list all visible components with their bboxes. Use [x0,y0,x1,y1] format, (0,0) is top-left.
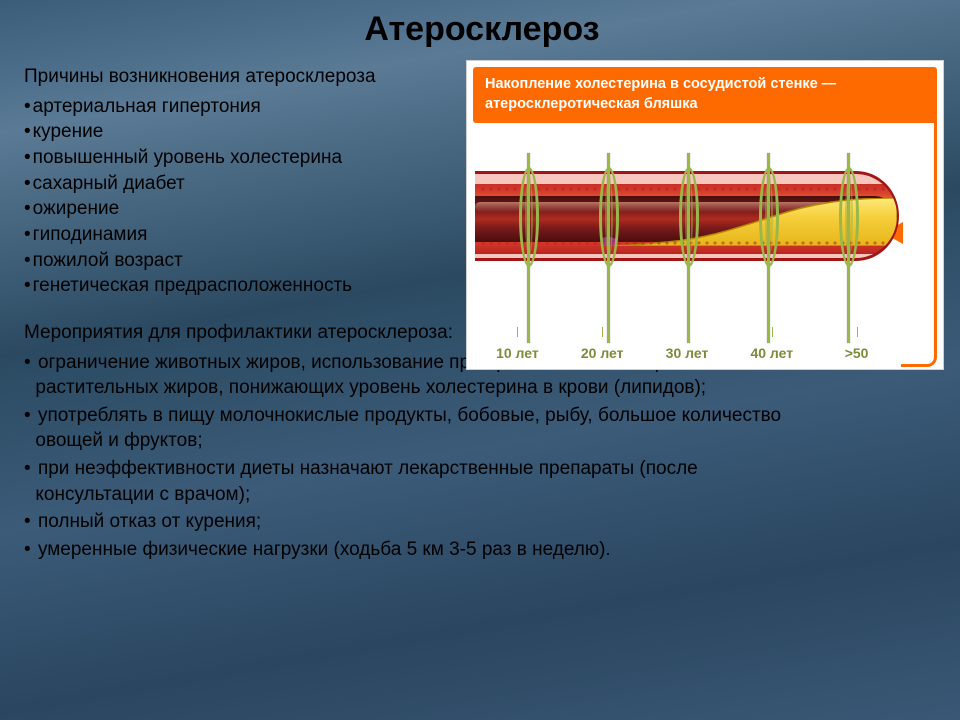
banner-line1: Накопление холестерина в сосудистой стен… [485,76,836,92]
list-item: сахарный диабет [24,171,504,197]
callout-arrow-icon [901,67,937,367]
artery-diagram: Накопление холестерина в сосудистой стен… [466,60,944,370]
cross-section-icon [607,153,610,343]
list-item: при неэффективности диеты назначают лека… [24,456,784,507]
banner-line2: атеросклеротическая бляшка [485,96,698,112]
causes-list: артериальная гипертония курение повышенн… [24,94,504,299]
list-item: полный отказ от курения; [24,509,784,535]
timeline-tick: >50 [814,335,899,363]
list-item: генетическая предрасположенность [24,273,504,299]
slide: Атеросклероз Причины возникновения атеро… [0,0,960,720]
causes-section: Причины возникновения атеросклероза арте… [24,65,504,299]
prevention-list: ограничение животных жиров, использовани… [24,350,784,563]
diagram-banner: Накопление холестерина в сосудистой стен… [473,67,937,123]
list-item: повышенный уровень холестерина [24,145,504,171]
list-item: артериальная гипертония [24,94,504,120]
timeline-tick: 20 лет [560,335,645,363]
list-item: употреблять в пищу молочнокислые продукт… [24,403,784,454]
list-item: умеренные физические нагрузки (ходьба 5 … [24,537,784,563]
list-item: гиподинамия [24,222,504,248]
list-item: ожирение [24,196,504,222]
timeline-tick: 10 лет [475,335,560,363]
page-title: Атеросклероз [24,10,940,49]
list-item: пожилой возраст [24,248,504,274]
cross-section-icon [527,153,530,343]
cross-section-icon [847,153,850,343]
causes-heading: Причины возникновения атеросклероза [24,65,504,90]
list-item: курение [24,119,504,145]
timeline-tick: 40 лет [729,335,814,363]
cross-section-icon [687,153,690,343]
cross-section-icon [767,153,770,343]
